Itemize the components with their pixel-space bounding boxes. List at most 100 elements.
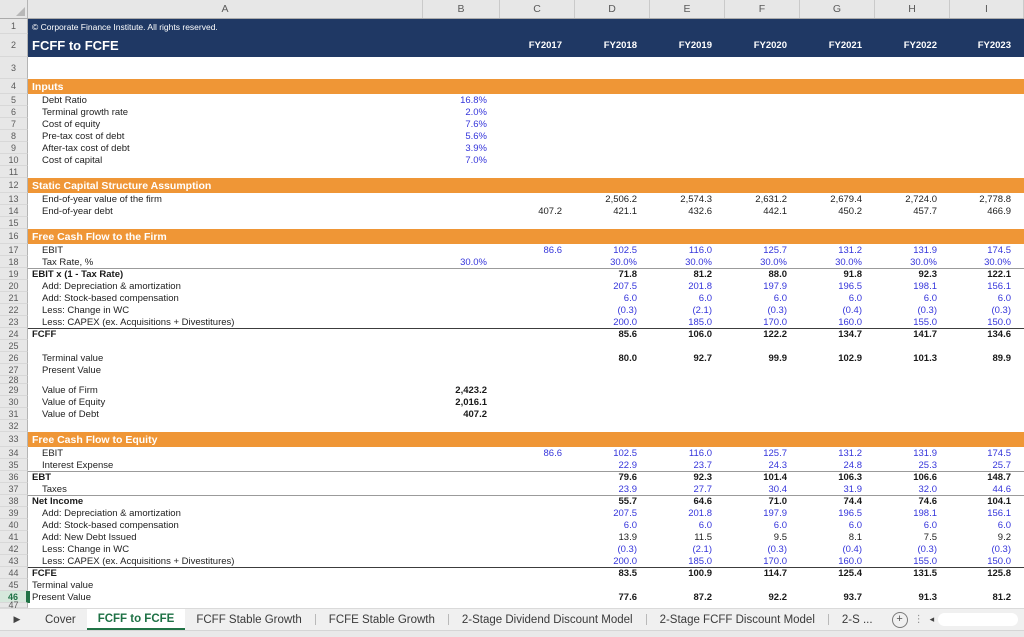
- row-number[interactable]: 11: [0, 166, 28, 178]
- cell-E9[interactable]: [650, 142, 725, 154]
- cell-F40[interactable]: 6.0: [773, 519, 787, 531]
- cell-C43[interactable]: [500, 555, 575, 567]
- cell-B41[interactable]: [423, 531, 500, 543]
- cell-G21[interactable]: 6.0: [848, 292, 862, 304]
- cell-F21[interactable]: 6.0: [773, 292, 787, 304]
- cell-I23[interactable]: 150.0: [987, 316, 1011, 328]
- cell-D40[interactable]: 6.0: [623, 519, 637, 531]
- cell-D13[interactable]: 2,506.2: [605, 193, 637, 205]
- cell-G31[interactable]: [800, 408, 875, 420]
- cell-G29[interactable]: [800, 384, 875, 396]
- cell-B13[interactable]: [423, 193, 500, 205]
- cell-E30[interactable]: [650, 396, 725, 408]
- tab-options-dots-icon[interactable]: ⋮: [913, 614, 924, 625]
- cell-G23[interactable]: 160.0: [838, 316, 862, 328]
- cell-I14[interactable]: 466.9: [987, 205, 1011, 217]
- cell-B31[interactable]: 407.2: [463, 408, 487, 420]
- row-label[interactable]: Cost of equity: [42, 118, 101, 130]
- sheet-tab-2-stage-dividend-discount-model[interactable]: 2-Stage Dividend Discount Model: [461, 613, 633, 626]
- cell-F34[interactable]: 125.7: [763, 447, 787, 459]
- cell-D10[interactable]: [575, 154, 650, 166]
- row-number[interactable]: 42: [0, 543, 28, 555]
- cell-E22[interactable]: (2.1): [692, 304, 712, 316]
- cell-I22[interactable]: (0.3): [991, 304, 1011, 316]
- row-number[interactable]: 27: [0, 364, 28, 376]
- cell-I45[interactable]: [950, 579, 1024, 591]
- cell-H14[interactable]: 457.7: [913, 205, 937, 217]
- cell-D34[interactable]: 102.5: [613, 447, 637, 459]
- cell-C13[interactable]: [500, 193, 575, 205]
- cell-C38[interactable]: [500, 496, 575, 507]
- cell-H8[interactable]: [875, 130, 950, 142]
- horizontal-scrollbar[interactable]: [938, 613, 1018, 626]
- cell-I13[interactable]: 2,778.8: [979, 193, 1011, 205]
- cell-G38[interactable]: 74.4: [843, 496, 863, 507]
- column-header-B[interactable]: B: [423, 0, 500, 18]
- cell-B30[interactable]: 2,016.1: [455, 396, 487, 408]
- cell-H38[interactable]: 74.6: [918, 496, 938, 507]
- cell-C22[interactable]: [500, 304, 575, 316]
- row-number[interactable]: 39: [0, 507, 28, 519]
- cell-I17[interactable]: 174.5: [987, 244, 1011, 256]
- row-number[interactable]: 12: [0, 178, 28, 193]
- cell-C6[interactable]: [500, 106, 575, 118]
- column-header-H[interactable]: H: [875, 0, 950, 18]
- row-number[interactable]: 9: [0, 142, 28, 154]
- row-number[interactable]: 45: [0, 579, 28, 591]
- cell-B45[interactable]: [423, 579, 500, 591]
- cell-H7[interactable]: [875, 118, 950, 130]
- row-label[interactable]: Net Income: [32, 496, 84, 507]
- cell-G5[interactable]: [800, 94, 875, 106]
- cell-D27[interactable]: [575, 364, 650, 376]
- row-number[interactable]: 46: [0, 591, 28, 603]
- row-label[interactable]: End-of-year value of the firm: [42, 193, 162, 205]
- row-number[interactable]: 23: [0, 316, 28, 328]
- cell-D46[interactable]: 77.6: [618, 591, 638, 603]
- cell-I10[interactable]: [950, 154, 1024, 166]
- cell-C21[interactable]: [500, 292, 575, 304]
- add-sheet-button[interactable]: +: [891, 611, 908, 628]
- cell-E36[interactable]: 92.3: [693, 472, 713, 483]
- cell-E5[interactable]: [650, 94, 725, 106]
- cell-D18[interactable]: 30.0%: [610, 256, 637, 268]
- row-label[interactable]: Cost of capital: [42, 154, 103, 166]
- cell-C24[interactable]: [500, 329, 575, 340]
- cell-H22[interactable]: (0.3): [917, 304, 937, 316]
- cell-B23[interactable]: [423, 316, 500, 328]
- cell-H30[interactable]: [875, 396, 950, 408]
- cell-I31[interactable]: [950, 408, 1024, 420]
- row-label[interactable]: EBT: [32, 472, 51, 483]
- cell-B37[interactable]: [423, 483, 500, 495]
- cell-C36[interactable]: [500, 472, 575, 483]
- cell-D24[interactable]: 85.6: [618, 329, 638, 340]
- cell-F37[interactable]: 30.4: [768, 483, 788, 495]
- row-label[interactable]: Interest Expense: [42, 459, 114, 471]
- section-header[interactable]: Static Capital Structure Assumption: [28, 178, 1024, 193]
- row-label[interactable]: Less: Change in WC: [42, 304, 130, 316]
- cell-D42[interactable]: (0.3): [617, 543, 637, 555]
- cell-E17[interactable]: 116.0: [688, 244, 712, 256]
- cell-D38[interactable]: 55.7: [618, 496, 638, 507]
- row-number[interactable]: 22: [0, 304, 28, 316]
- cell-G14[interactable]: 450.2: [838, 205, 862, 217]
- row-label[interactable]: Less: Change in WC: [42, 543, 130, 555]
- cell-B36[interactable]: [423, 472, 500, 483]
- row-label[interactable]: Value of Debt: [42, 408, 99, 420]
- cell-G26[interactable]: 102.9: [838, 352, 862, 364]
- cell-H18[interactable]: 30.0%: [910, 256, 937, 268]
- cell-G19[interactable]: 91.8: [843, 269, 863, 280]
- cell-F13[interactable]: 2,631.2: [755, 193, 787, 205]
- row-number[interactable]: 2: [0, 34, 28, 57]
- row-number[interactable]: 20: [0, 280, 28, 292]
- cell-C29[interactable]: [500, 384, 575, 396]
- row-number[interactable]: 13: [0, 193, 28, 205]
- cell-F20[interactable]: 197.9: [763, 280, 787, 292]
- cell-H36[interactable]: 106.6: [913, 472, 937, 483]
- cell-B10[interactable]: 7.0%: [465, 154, 487, 166]
- cell-H43[interactable]: 155.0: [913, 555, 937, 567]
- cell-I39[interactable]: 156.1: [987, 507, 1011, 519]
- cell-I29[interactable]: [950, 384, 1024, 396]
- cell-C7[interactable]: [500, 118, 575, 130]
- cell-F27[interactable]: [725, 364, 800, 376]
- row-label[interactable]: EBIT: [42, 244, 64, 256]
